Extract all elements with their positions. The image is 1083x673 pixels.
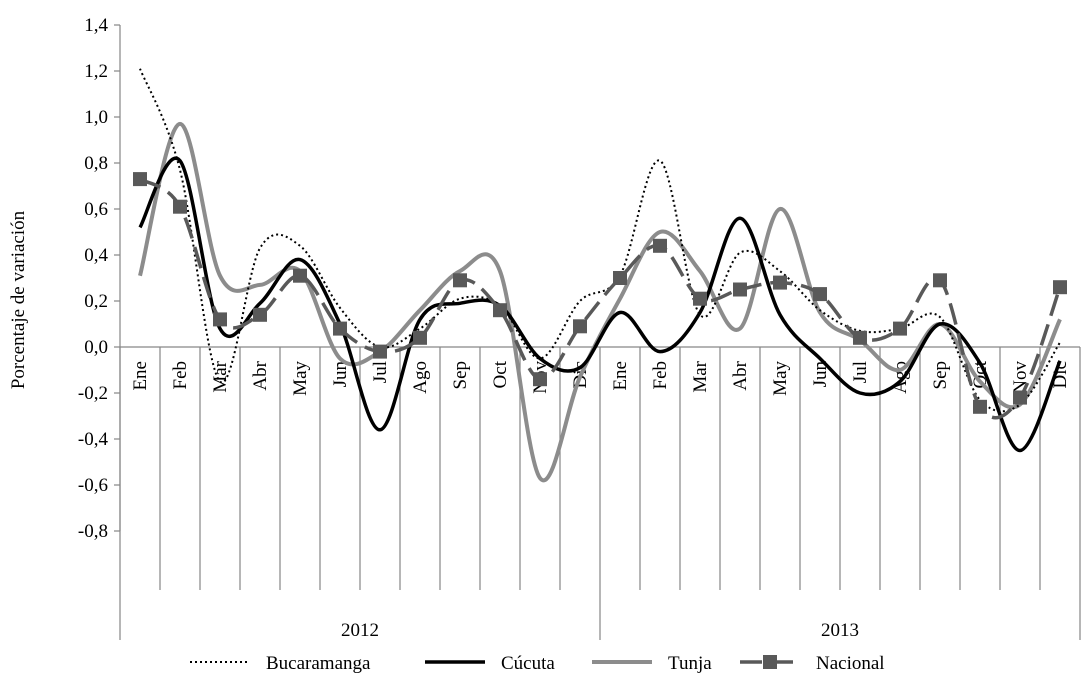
data-point-nacional: [133, 172, 147, 187]
data-point-nacional: [733, 282, 747, 297]
legend-label-cucuta: Cúcuta: [501, 653, 555, 673]
y-tick-label: -0,4: [78, 429, 109, 450]
series-line-nacional: [139, 177, 1062, 420]
data-point-nacional: [773, 275, 787, 290]
y-tick-label: -0,6: [78, 475, 108, 496]
data-point-nacional: [1053, 280, 1067, 295]
x-tick-label: Jun: [330, 361, 351, 388]
x-tick-label: Oct: [970, 360, 991, 388]
data-point-nacional: [813, 287, 827, 302]
series-line-cucuta: [138, 156, 1062, 453]
x-tick-label: May: [290, 361, 311, 396]
data-point-nacional: [1013, 390, 1027, 405]
x-tick-label: Feb: [650, 361, 671, 390]
x-axis: Ene Feb Mar Abr May Jun Jul Ago Sep Oct Nov Dic Ene F…: [119, 346, 1081, 641]
y-tick-label: 0,4: [84, 245, 108, 266]
y-tick-label: 0,2: [84, 291, 108, 312]
x-tick-label: Ago: [410, 361, 431, 394]
data-point-nacional: [653, 238, 667, 253]
x-tick-label: Jul: [370, 361, 391, 383]
legend: Bucaramanga Cúcuta Tunja Nacional: [190, 653, 885, 673]
x-tick-label: Mar: [690, 360, 711, 392]
x-tick-label: Sep: [930, 361, 951, 390]
data-point-nacional: [853, 330, 867, 345]
x-tick-label: Abr: [730, 360, 751, 390]
legend-marker-nacional: [763, 655, 777, 669]
x-tick-label: Jun: [810, 361, 831, 388]
y-tick-label: 1,0: [84, 107, 108, 128]
x-group-label: 2013: [821, 620, 859, 641]
x-tick-label: Oct: [490, 360, 511, 388]
series-layer: [133, 68, 1067, 483]
x-tick-label: Ene: [610, 361, 631, 391]
data-point-nacional: [933, 273, 947, 288]
data-point-nacional: [693, 291, 707, 306]
y-tick-label: 0,6: [84, 199, 108, 220]
data-point-nacional: [893, 321, 907, 336]
data-point-nacional: [293, 268, 307, 283]
x-tick-label: Feb: [170, 361, 191, 390]
y-tick-label: -0,2: [78, 383, 108, 404]
x-tick-label: May: [770, 361, 791, 396]
x-group-label: 2012: [341, 620, 379, 641]
y-axis-label: Porcentaje de variación: [8, 210, 29, 389]
y-tick-label: 0,0: [84, 337, 108, 358]
legend-label-tunja: Tunja: [668, 653, 712, 673]
data-point-nacional: [973, 399, 987, 414]
data-point-nacional: [333, 321, 347, 336]
data-point-nacional: [373, 344, 387, 359]
y-axis: -0,8 -0,6 -0,4 -0,2 0,0 0,2 0,4 0,6 0,8 1,0 1,2 1,4: [78, 15, 121, 542]
y-tick-label: -0,8: [78, 521, 108, 542]
data-point-nacional: [573, 319, 587, 334]
data-point-nacional: [493, 303, 507, 318]
data-point-nacional: [413, 330, 427, 345]
data-point-nacional: [253, 307, 267, 322]
legend-label-nacional: Nacional: [816, 653, 885, 673]
data-point-nacional: [213, 312, 227, 327]
x-tick-label: Sep: [450, 361, 471, 390]
y-tick-label: 1,4: [84, 15, 108, 36]
data-point-nacional: [533, 372, 547, 387]
data-point-nacional: [613, 271, 627, 285]
x-tick-label: Jul: [850, 361, 871, 383]
y-tick-label: 0,8: [84, 153, 108, 174]
data-point-nacional: [173, 199, 187, 214]
x-tick-label: Dic: [1050, 361, 1071, 388]
legend-label-bucaramanga: Bucaramanga: [266, 653, 371, 673]
data-point-nacional: [453, 273, 467, 288]
x-tick-label: Ene: [130, 361, 151, 391]
x-tick-label: Nov: [1010, 361, 1031, 394]
x-tick-label: Abr: [250, 360, 271, 390]
y-tick-label: 1,2: [84, 61, 108, 82]
